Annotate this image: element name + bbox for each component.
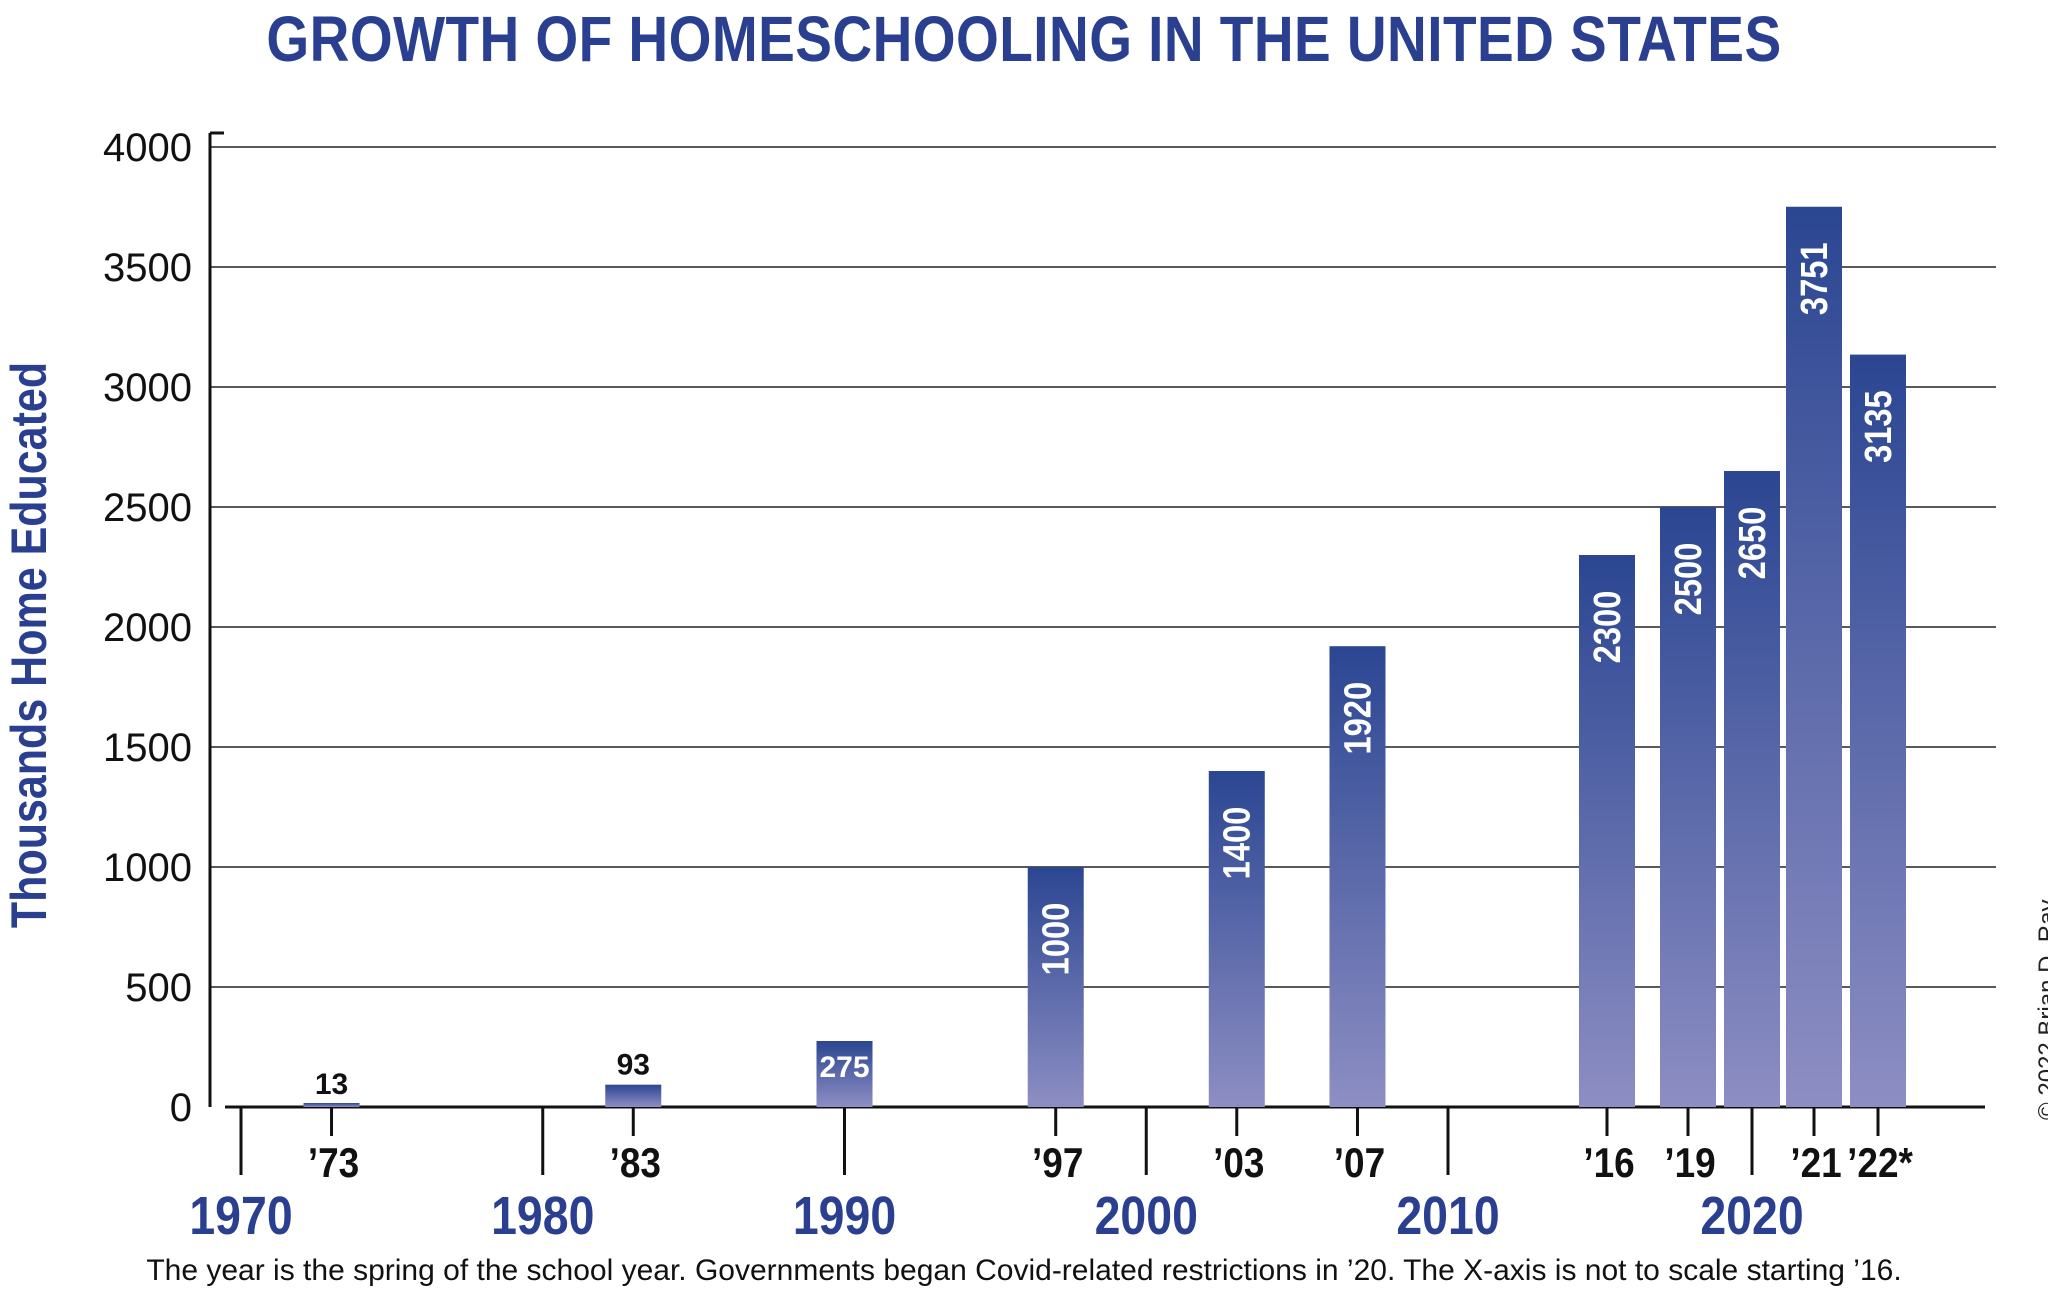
bar-value-label: 2300	[1586, 591, 1629, 664]
bars	[303, 206, 1906, 1108]
bar-value-label: 1000	[1034, 903, 1077, 976]
bar-value-label: 93	[617, 1049, 650, 1082]
year-label: ’83	[610, 1140, 661, 1187]
decade-label: 1980	[491, 1185, 594, 1246]
year-label: ’19	[1664, 1140, 1715, 1187]
bar	[1208, 771, 1265, 1107]
bar-value-label: 3135	[1857, 390, 1900, 463]
x-axis-ticks: 1970 1980 1990 2000 2010 2020 ’73 ’83 ’97 ’03 ’07 ’…	[189, 1107, 1913, 1246]
bar	[1579, 555, 1635, 1107]
y-tick-label: 3500	[103, 246, 192, 290]
bar-value-label: 13	[315, 1068, 348, 1101]
bar-value-label: 2650	[1731, 507, 1774, 580]
chart-title: GROWTH OF HOMESCHOOLING IN THE UNITED ST…	[266, 3, 1782, 75]
year-label: ’21	[1790, 1140, 1841, 1187]
y-tick-label: 500	[125, 966, 192, 1010]
bar-value-label: 2500	[1667, 543, 1710, 616]
bar	[303, 1103, 360, 1107]
year-label: ’16	[1583, 1140, 1634, 1187]
axes: 0 500 1000 1500 2000 2500 3000 3500 4000	[103, 126, 1985, 1130]
y-tick-label: 2500	[103, 486, 192, 530]
y-axis-label: Thousands Home Educated	[1, 362, 57, 928]
bar	[1660, 507, 1716, 1107]
decade-label: 1970	[189, 1185, 292, 1246]
bar	[605, 1084, 662, 1107]
y-tick-label: 0	[170, 1086, 192, 1130]
decade-label: 1990	[793, 1185, 896, 1246]
year-label: ’22*	[1847, 1140, 1913, 1187]
bar-value-label: 1920	[1336, 682, 1379, 755]
gridlines	[210, 146, 1996, 988]
bar	[816, 1041, 873, 1107]
bar-value-label: 1400	[1215, 807, 1258, 880]
year-label: ’07	[1334, 1140, 1385, 1187]
bar-value-labels: 13 93 275 1000 1400 1920 2300 2500 2650 3751 3135	[315, 242, 1900, 1100]
bar	[1724, 471, 1780, 1107]
year-label: ’97	[1032, 1140, 1083, 1187]
bar	[1786, 206, 1842, 1107]
year-label: ’03	[1213, 1140, 1264, 1187]
bar-value-label: 275	[819, 1051, 869, 1084]
decade-label: 2000	[1095, 1185, 1198, 1246]
y-tick-label: 2000	[103, 606, 192, 650]
bar	[1850, 354, 1906, 1108]
bar	[1329, 646, 1386, 1107]
footnote: The year is the spring of the school yea…	[146, 1254, 1902, 1287]
bar	[1027, 867, 1084, 1107]
y-tick-label: 3000	[103, 366, 192, 410]
year-label: ’73	[308, 1140, 359, 1187]
y-tick-label: 4000	[103, 126, 192, 170]
decade-label: 2020	[1700, 1185, 1803, 1246]
copyright-notice: © 2022 Brian D. Ray	[2034, 899, 2048, 1120]
decade-label: 2010	[1396, 1185, 1499, 1246]
bar-value-label: 3751	[1793, 242, 1836, 315]
y-tick-label: 1000	[103, 846, 192, 890]
y-tick-label: 1500	[103, 726, 192, 770]
